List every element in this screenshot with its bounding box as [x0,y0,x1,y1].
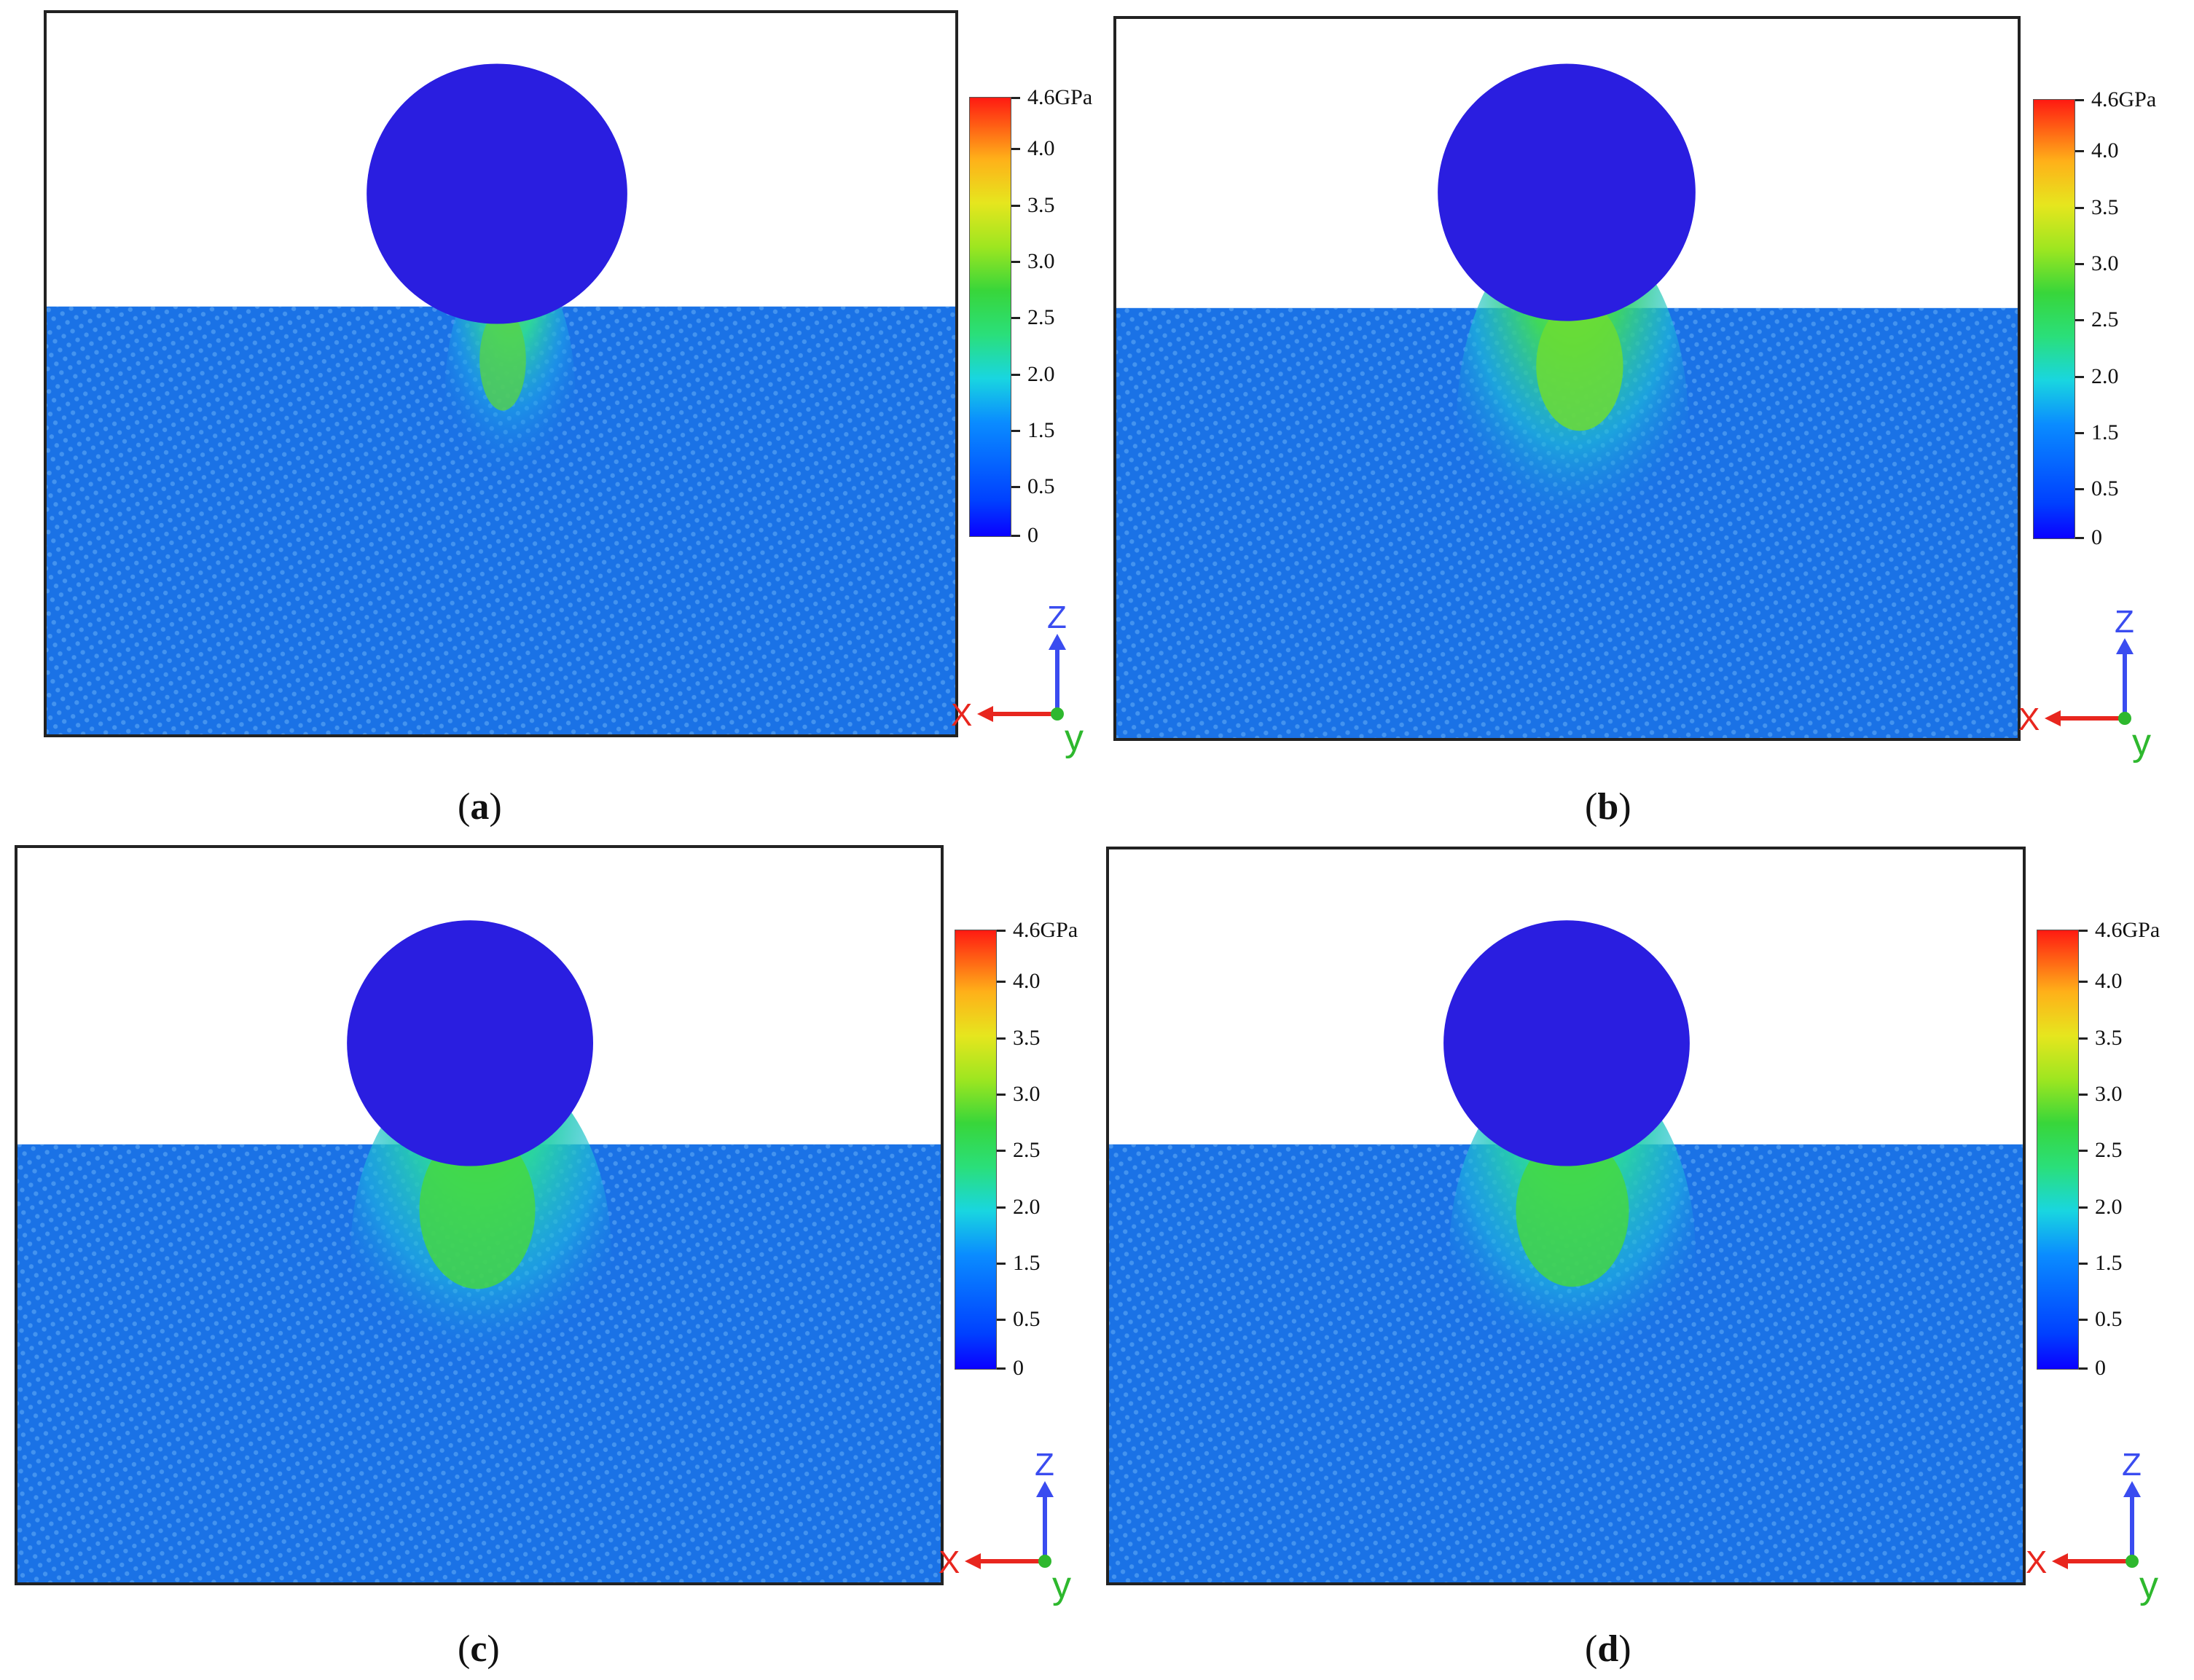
colorbar-tick-label: 4.0 [2091,138,2119,162]
colorbar-tick-label: 3.0 [1027,249,1055,273]
colorbar: 4.6GPa 4.0 3.5 3.0 2.5 2.0 1.5 0.5 0 [969,87,1092,546]
panel-caption: (d) [1585,1628,1631,1670]
colorbar-gradient [955,930,997,1370]
colorbar-tick-label: 2.5 [1013,1138,1041,1162]
colorbar-tick-label: 4.0 [2095,969,2123,993]
axis-triad: Z X y [2026,1447,2158,1606]
colorbar-tick-label: 0 [2095,1356,2106,1380]
colorbar-tick-label: 1.5 [2095,1251,2123,1275]
simulation-frame [1113,16,2021,741]
axis-triad: Z X y [951,600,1084,759]
colorbar-max-label: 4.6GPa [1013,918,1078,942]
stress-field-image [47,63,955,734]
stress-field-image [1116,63,2018,738]
z-axis-label: Z [1047,600,1067,635]
y-axis-label: y [1052,1564,1071,1606]
colorbar-max-label: 4.6GPa [2091,87,2157,111]
caption-letter: a [470,786,490,828]
panel-caption: (c) [458,1628,500,1670]
colorbar-tick-label: 3.5 [2095,1026,2123,1050]
colorbar-tick-label: 0 [1027,523,1038,547]
colorbar-tick-label: 0.5 [2091,476,2119,501]
colorbar-tick-label: 0.5 [1027,474,1055,498]
z-axis-label: Z [2115,604,2134,640]
colorbar-tick-label: 3.5 [2091,195,2119,219]
colorbar-tick-label: 3.0 [2091,251,2119,275]
colorbar-tick-label: 4.0 [1013,969,1041,993]
colorbar-tick-label: 3.5 [1013,1026,1041,1050]
colorbar-max-label: 4.6GPa [2095,918,2160,942]
stress-field-image [17,920,941,1582]
simulation-frame [15,845,944,1585]
colorbar-tick-label: 2.5 [1027,305,1055,329]
colorbar-tick-label: 1.5 [1027,418,1055,442]
colorbar-tick-label: 1.5 [1013,1251,1041,1275]
colorbar-tick-label: 2.5 [2095,1138,2123,1162]
colorbar-tick-label: 2.0 [1013,1195,1041,1219]
axis-triad: Z X y [2018,604,2151,764]
colorbar-tick-label: 0 [2091,525,2102,549]
colorbar-tick-label: 0 [1013,1356,1024,1380]
panel-caption: (b) [1585,786,1631,828]
colorbar-tick-label: 2.5 [2091,307,2119,331]
x-axis-label: X [2026,1544,2047,1580]
z-axis-label: Z [2122,1447,2142,1483]
colorbar-tick-label: 2.0 [2091,364,2119,388]
colorbar: 4.6GPa 4.0 3.5 3.0 2.5 2.0 1.5 0.5 0 [2037,919,2160,1379]
colorbar-tick-label: 4.0 [1027,136,1055,160]
colorbar-gradient [2033,99,2075,539]
x-axis-label: X [951,697,972,733]
y-axis-label: y [2132,721,2151,764]
colorbar-tick-label: 1.5 [2091,420,2119,444]
colorbar-tick-label: 2.0 [1027,362,1055,386]
simulation-frame [44,10,958,737]
y-axis-label: y [1065,717,1084,759]
colorbar-tick-label: 3.5 [1027,193,1055,217]
colorbar-max-label: 4.6GPa [1027,85,1093,109]
panel-caption: (a) [458,786,502,828]
y-axis-label: y [2139,1564,2158,1606]
simulation-frame [1106,847,2026,1585]
colorbar: 4.6GPa 4.0 3.5 3.0 2.5 2.0 1.5 0.5 0 [955,919,1078,1379]
caption-letter: d [1597,1628,1619,1670]
caption-letter: b [1597,786,1619,828]
colorbar: 4.6GPa 4.0 3.5 3.0 2.5 2.0 1.5 0.5 0 [2033,89,2156,549]
colorbar-tick-label: 3.0 [1013,1082,1041,1106]
stress-field-image [1109,920,2023,1582]
colorbar-tick-label: 0.5 [2095,1307,2123,1331]
colorbar-gradient [2037,930,2079,1370]
x-axis-label: X [2018,702,2040,737]
colorbar-gradient [969,97,1011,537]
z-axis-label: Z [1035,1447,1054,1483]
x-axis-label: X [939,1544,960,1580]
axis-triad: Z X y [939,1447,1071,1606]
colorbar-tick-label: 2.0 [2095,1195,2123,1219]
colorbar-tick-label: 3.0 [2095,1082,2123,1106]
colorbar-tick-label: 0.5 [1013,1307,1041,1331]
caption-letter: c [470,1628,487,1670]
